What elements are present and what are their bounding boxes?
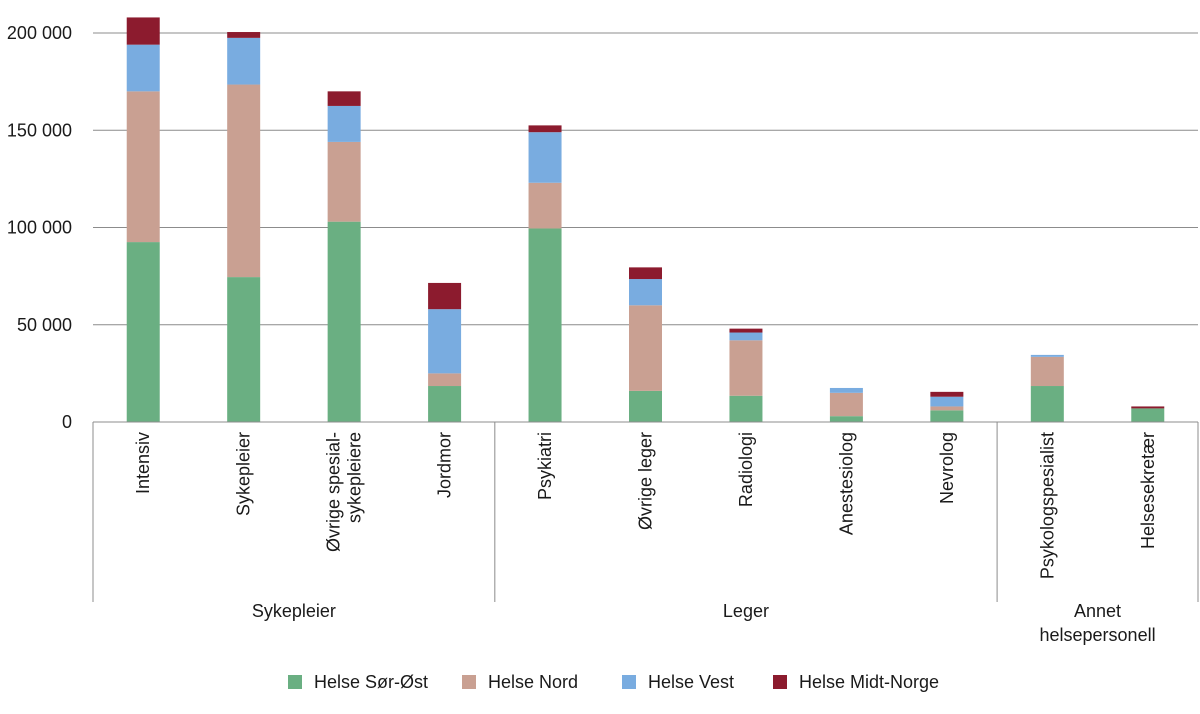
bar-segment	[428, 373, 462, 387]
bar-segment	[729, 332, 763, 341]
bar-segment	[528, 182, 562, 229]
bar-segment	[428, 309, 462, 374]
bar-segment	[1131, 406, 1165, 409]
bar-segment	[930, 406, 964, 411]
bar-segment	[327, 221, 361, 422]
y-tick-label: 100 000	[7, 218, 72, 238]
axes: 0 50 000 100 000 150 000 200 000 Intensiv Syke…	[7, 23, 1199, 645]
bar-segment	[930, 396, 964, 407]
legend-item: Helse Vest	[622, 668, 734, 696]
group-label: helsepersonell	[1040, 625, 1156, 645]
legend-swatch	[622, 675, 636, 689]
y-tick-label: 200 000	[7, 23, 72, 43]
bar-segment	[729, 328, 763, 333]
legend-label: Helse Sør-Øst	[314, 671, 429, 692]
legend-label: Helse Nord	[488, 671, 579, 692]
bar-segment	[829, 416, 863, 422]
x-tick-label: Sykepleier	[234, 432, 254, 516]
legend-item: Helse Sør-Øst	[288, 668, 428, 696]
x-tick-label: Jordmor	[435, 432, 455, 498]
y-tick-label: 0	[62, 412, 72, 432]
bar-segment	[126, 242, 160, 422]
legend-item: Helse Midt-Norge	[773, 668, 939, 696]
legend-label: Helse Midt-Norge	[799, 671, 940, 692]
bar-segment	[829, 392, 863, 417]
bar-segment	[729, 340, 763, 396]
y-tick-label: 50 000	[17, 315, 72, 335]
bar-segment	[930, 410, 964, 422]
bar-segment	[126, 17, 160, 45]
bars	[126, 17, 1165, 422]
legend-label: Helse Vest	[648, 671, 735, 692]
bar-segment	[1030, 386, 1064, 422]
x-tick-label: Radiologi	[736, 432, 756, 507]
bar-segment	[227, 84, 261, 278]
bar-segment	[829, 387, 863, 393]
x-tick-label: Øvrige spesial-sykepleiere	[324, 432, 365, 552]
bar-segment	[1030, 354, 1064, 357]
group-label: Sykepleier	[252, 601, 336, 621]
legend-item: Helse Nord	[462, 668, 578, 696]
bar-segment	[327, 91, 361, 106]
bar-segment	[428, 282, 462, 310]
bar-segment	[528, 228, 562, 422]
legend-swatch	[773, 675, 787, 689]
y-tick-label: 150 000	[7, 120, 72, 140]
bar-segment	[528, 132, 562, 183]
x-tick-label: Nevrolog	[937, 432, 957, 504]
bar-segment	[126, 91, 160, 243]
bar-segment	[227, 32, 261, 38]
x-tick-label: Psykiatri	[535, 432, 555, 500]
group-label: Leger	[723, 601, 769, 621]
legend-swatch	[462, 675, 476, 689]
bar-segment	[629, 390, 662, 422]
bar-segment	[327, 141, 361, 222]
bar-segment	[629, 305, 662, 391]
x-tick-label: Helsesekretær	[1138, 432, 1158, 549]
legend: Helse Sør-Øst Helse Nord Helse Vest Helse M…	[0, 668, 1200, 696]
bar-segment	[428, 386, 462, 422]
x-tick-label: Anestesiolog	[836, 432, 856, 535]
x-tick-label: Psykologspesialist	[1037, 432, 1057, 579]
legend-swatch	[288, 675, 302, 689]
bar-segment	[528, 125, 562, 133]
x-tick-label: Øvrige leger	[636, 432, 656, 530]
bar-segment	[1131, 408, 1165, 422]
bar-segment	[327, 105, 361, 142]
bar-segment	[930, 391, 964, 397]
bar-segment	[1030, 356, 1064, 387]
bar-segment	[227, 37, 261, 85]
group-label: Annet	[1074, 601, 1121, 621]
x-tick-label: Intensiv	[133, 432, 153, 494]
bar-segment	[126, 44, 160, 92]
bar-segment	[729, 395, 763, 422]
bar-segment	[629, 267, 662, 280]
bar-segment	[629, 279, 662, 306]
bar-segment	[227, 277, 261, 422]
